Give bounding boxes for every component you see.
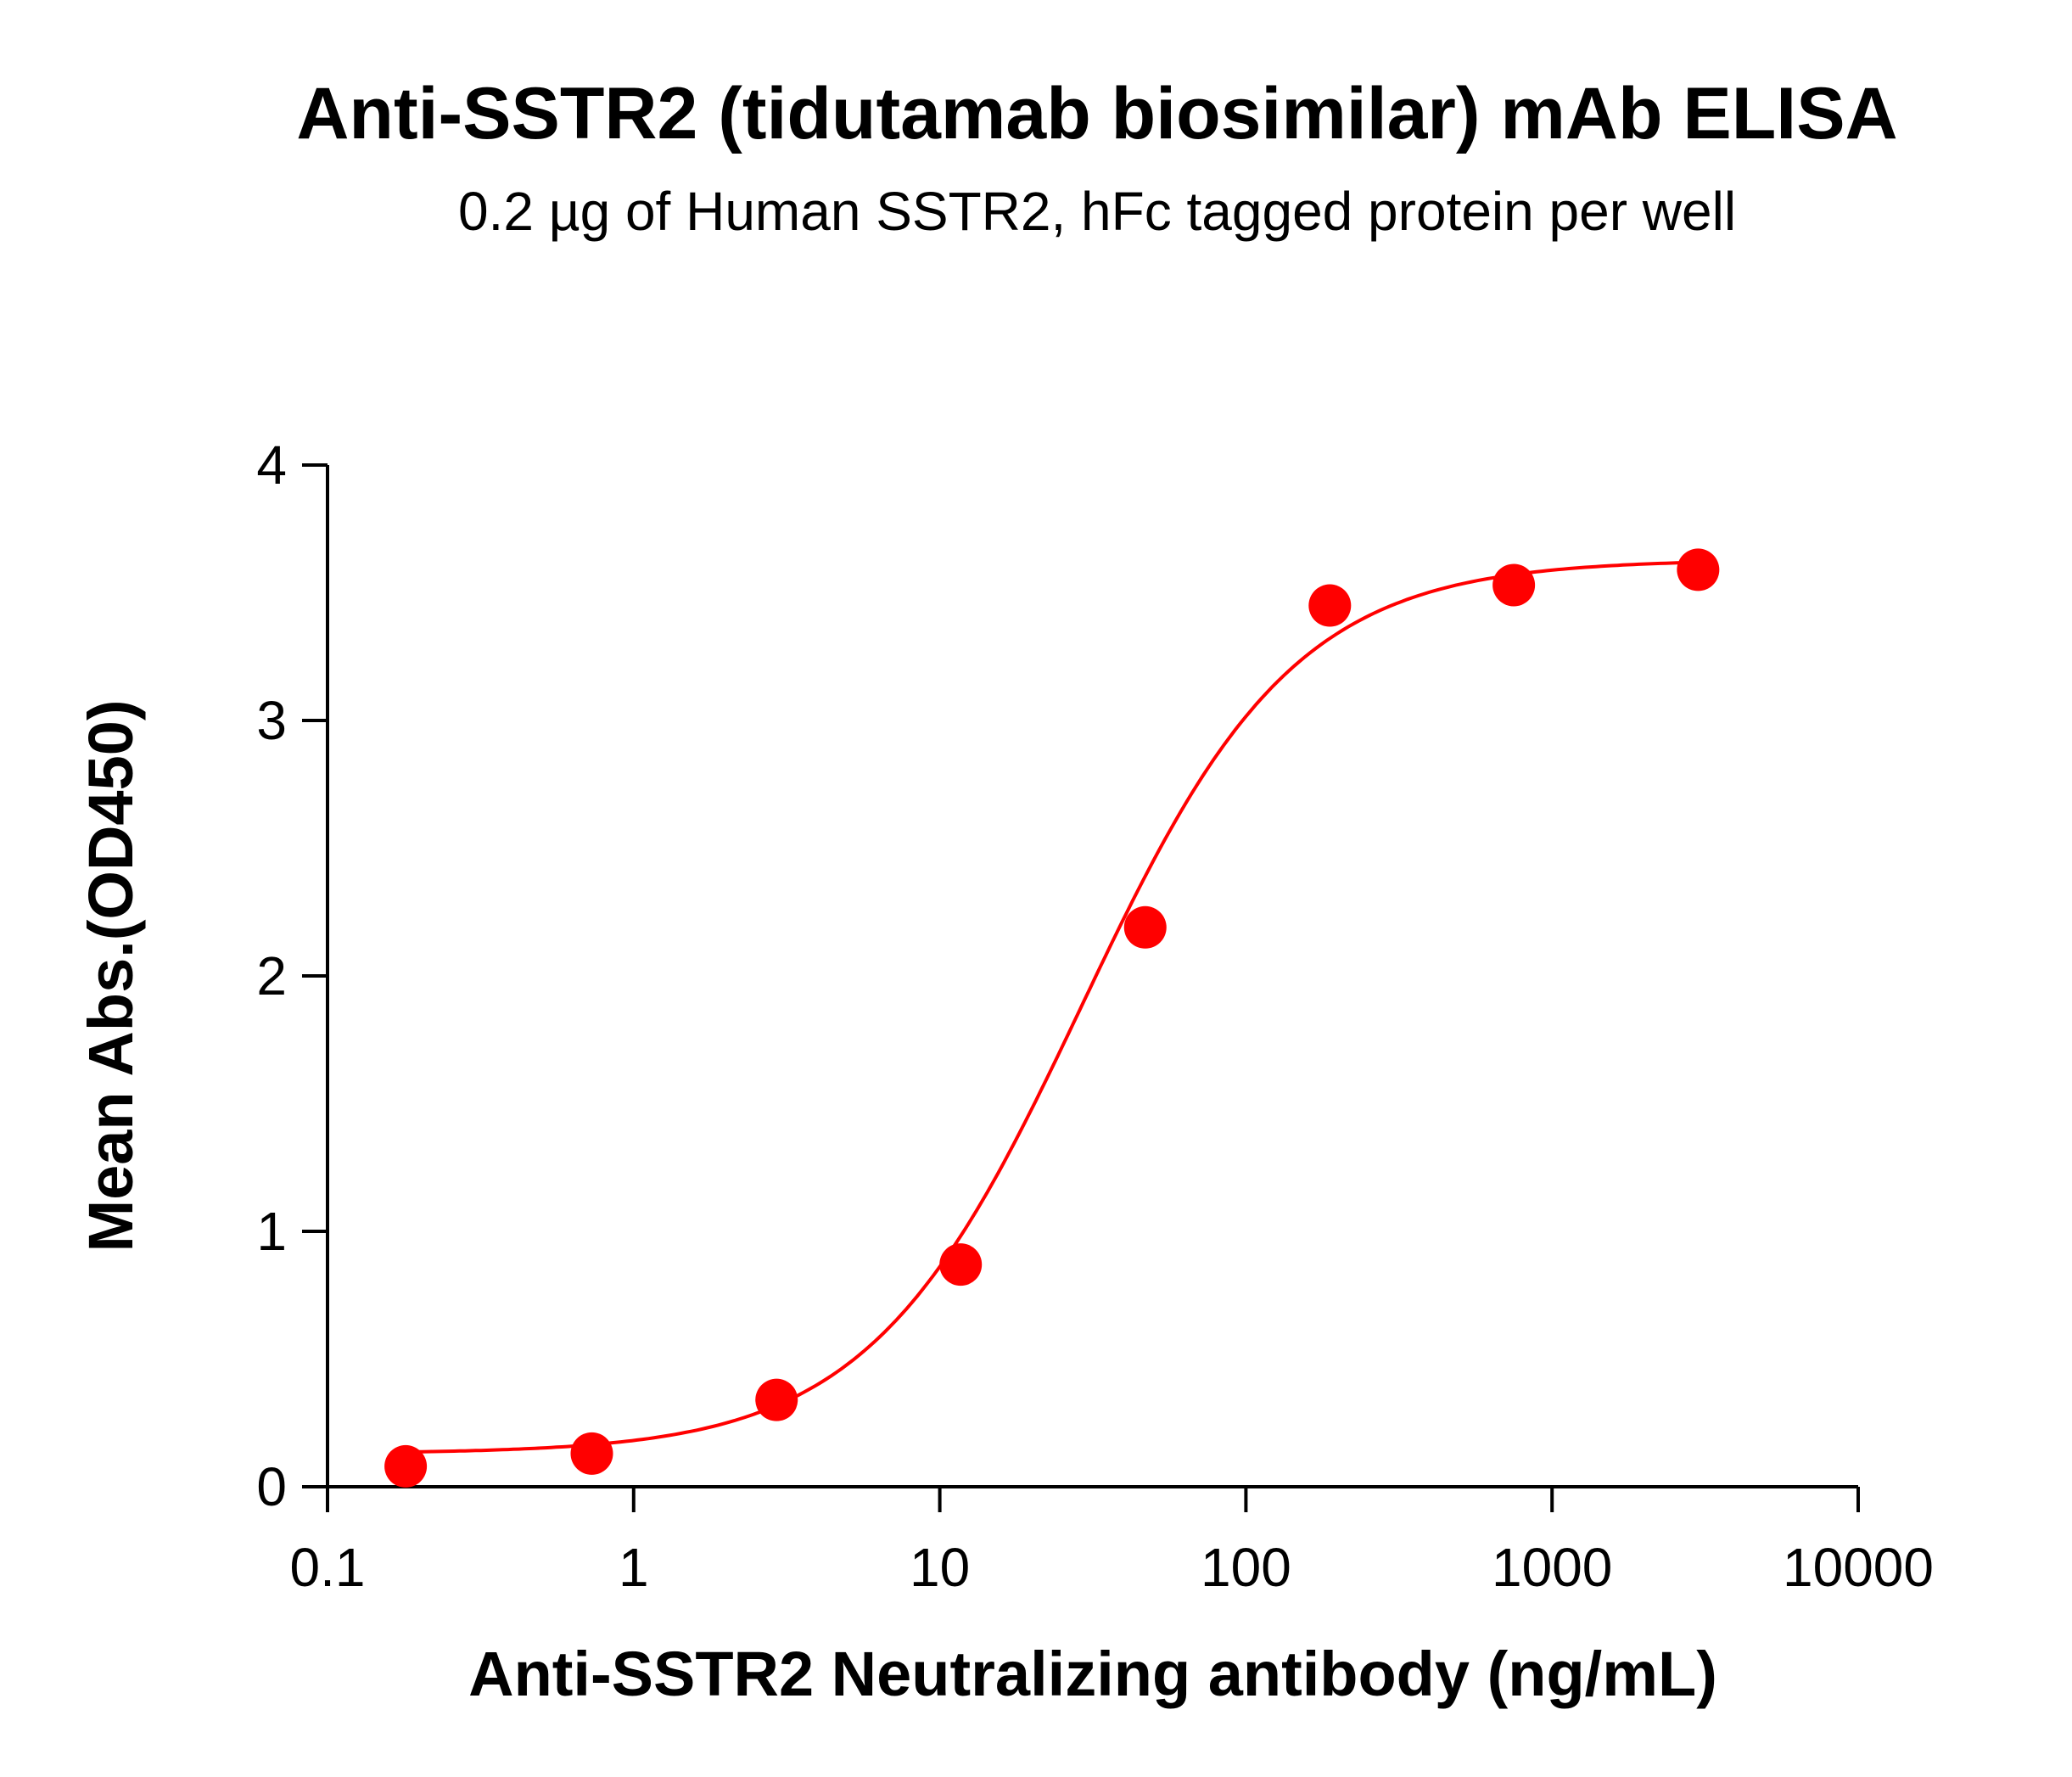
data-point [939, 1243, 983, 1287]
data-point [1123, 905, 1167, 949]
chart-subtitle: 0.2 µg of Human SSTR2, hFc tagged protei… [458, 181, 1736, 242]
y-tick-label: 3 [256, 690, 287, 751]
fit-curve [406, 560, 1699, 1454]
x-tick-label: 10000 [1783, 1537, 1934, 1598]
x-axis-title: Anti-SSTR2 Neutralizing antibody (ng/mL) [468, 1639, 1717, 1709]
x-ticks: 0.1 1 10 100 1000 10000 [290, 1487, 1934, 1598]
data-point [755, 1378, 798, 1421]
data-point [1677, 548, 1720, 591]
data-point [570, 1432, 613, 1475]
x-tick-label: 0.1 [290, 1537, 366, 1598]
y-axis-title: Mean Abs.(OD450) [76, 699, 146, 1252]
x-tick-label: 1000 [1492, 1537, 1612, 1598]
y-tick-label: 1 [256, 1201, 287, 1262]
axes [326, 465, 1858, 1488]
y-tick-label: 2 [256, 945, 287, 1006]
y-tick-label: 0 [256, 1456, 287, 1517]
chart-title: Anti-SSTR2 (tidutamab biosimilar) mAb EL… [296, 73, 1897, 154]
data-point [1308, 584, 1352, 627]
x-tick-label: 10 [910, 1537, 970, 1598]
y-tick-label: 4 [256, 434, 287, 496]
data-points [384, 548, 1720, 1488]
x-tick-label: 1 [619, 1537, 649, 1598]
x-tick-label: 100 [1201, 1537, 1291, 1598]
y-ticks: 0 1 2 3 4 [256, 434, 328, 1517]
data-point [384, 1444, 428, 1488]
data-point [1492, 563, 1536, 607]
